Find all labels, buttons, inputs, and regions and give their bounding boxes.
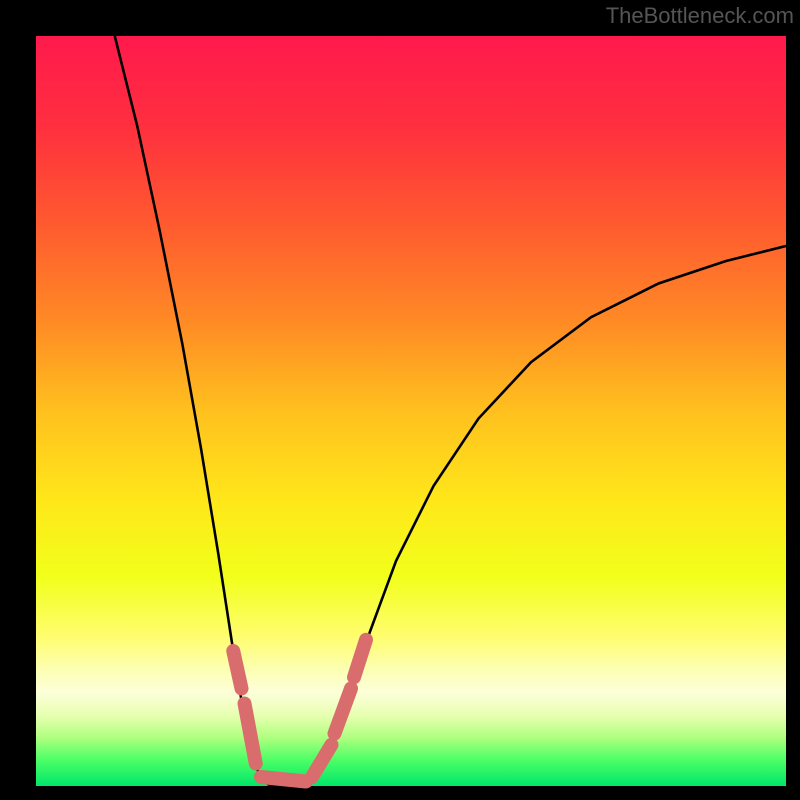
plot-area xyxy=(36,36,786,786)
chart-svg xyxy=(0,0,800,800)
watermark-text: TheBottleneck.com xyxy=(606,3,794,29)
chart-frame: TheBottleneck.com xyxy=(0,0,800,800)
highlight-segment xyxy=(233,651,241,689)
highlight-segment xyxy=(261,777,306,782)
